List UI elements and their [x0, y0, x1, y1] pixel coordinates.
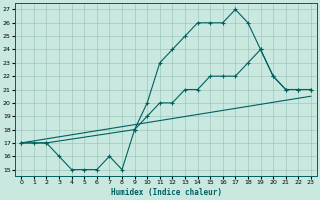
X-axis label: Humidex (Indice chaleur): Humidex (Indice chaleur) [111, 188, 221, 197]
